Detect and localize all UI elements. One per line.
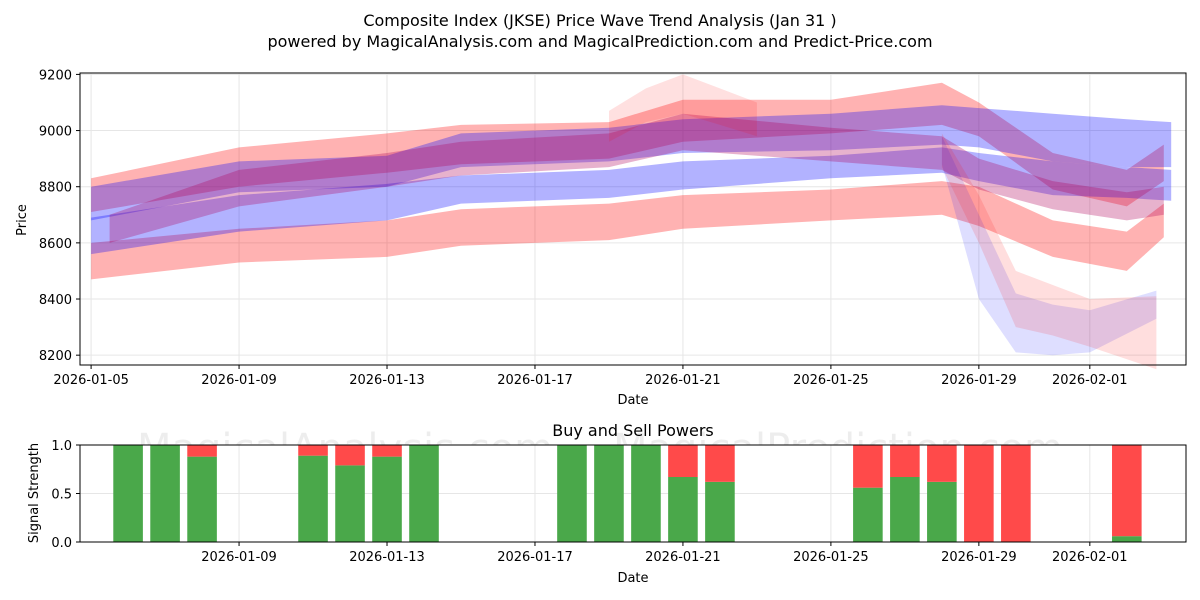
bar-x-tick-label: 2026-01-17 <box>497 550 573 565</box>
price-y-tick-label: 9000 <box>39 125 72 140</box>
price-band-magenta-core <box>109 113 1164 243</box>
price-band-blue-lower <box>91 147 1172 255</box>
bar-x-tick-label: 2026-01-21 <box>645 550 721 565</box>
bar-x-ticks: 2026-01-09 2026-01-13 2026-01-17 2026-01-21… <box>201 542 1128 565</box>
bar-y-tick-label: 1.0 <box>51 439 72 454</box>
bar-x-tick-label: 2026-02-01 <box>1052 550 1128 565</box>
buy-bar <box>1112 536 1142 542</box>
price-y-ticks: 8200 8400 8600 8800 9000 9200 <box>39 68 80 364</box>
price-y-tick-label: 8400 <box>39 293 72 308</box>
sell-bar <box>298 445 328 456</box>
price-band-red-crash <box>941 133 1157 370</box>
bar-y-tick-label: 0.5 <box>51 488 72 503</box>
buy-bar <box>890 477 920 542</box>
buy-bar <box>372 456 402 542</box>
chart-title: Composite Index (JKSE) Price Wave Trend … <box>363 11 836 30</box>
price-y-label: Price <box>15 204 30 236</box>
price-x-tick-label: 2026-01-29 <box>941 373 1017 388</box>
price-grid <box>80 73 1186 365</box>
price-plot-area <box>80 73 1186 365</box>
sell-bar <box>853 445 883 488</box>
price-x-tick-label: 2026-02-01 <box>1052 373 1128 388</box>
price-x-ticks: 2026-01-05 2026-01-09 2026-01-13 2026-01-17… <box>53 365 1128 388</box>
price-x-label: Date <box>617 393 648 408</box>
sell-bar <box>668 445 698 478</box>
price-y-tick-label: 8600 <box>39 237 72 252</box>
buy-bar <box>557 445 587 542</box>
chart-subtitle: powered by MagicalAnalysis.com and Magic… <box>267 32 932 51</box>
bar-x-tick-label: 2026-01-25 <box>793 550 869 565</box>
price-x-tick-label: 2026-01-13 <box>349 373 425 388</box>
price-series <box>91 74 1172 370</box>
bar-series <box>113 445 1142 542</box>
buy-bar <box>668 477 698 542</box>
price-y-tick-label: 9200 <box>39 68 72 83</box>
bar-x-tick-label: 2026-01-09 <box>201 550 277 565</box>
bar-y-label: Signal Strength <box>27 443 42 543</box>
buy-bar <box>853 487 883 542</box>
buy-bar <box>705 481 735 542</box>
sell-bar <box>335 445 365 466</box>
buy-bar <box>187 456 217 542</box>
price-band-red-spike <box>609 74 757 142</box>
buy-bar <box>113 445 143 542</box>
price-x-tick-label: 2026-01-09 <box>201 373 277 388</box>
sell-bar <box>890 445 920 478</box>
bar-x-tick-label: 2026-01-29 <box>941 550 1017 565</box>
buy-bar <box>150 445 180 542</box>
buy-bar <box>298 455 328 542</box>
price-band-red-upper <box>91 82 1164 212</box>
bar-x-tick-label: 2026-01-13 <box>349 550 425 565</box>
price-plot-frame <box>79 72 1187 366</box>
sell-bar <box>927 445 957 482</box>
bar-y-ticks: 0.0 0.5 1.0 <box>51 439 80 551</box>
sell-bar <box>1001 445 1031 542</box>
price-band-red-lower <box>91 181 1164 280</box>
buy-bar <box>594 445 624 542</box>
price-y-tick-label: 8200 <box>39 349 72 364</box>
price-band-blue-upper <box>91 105 1172 221</box>
price-y-tick-label: 8800 <box>39 181 72 196</box>
sell-bar <box>187 445 217 457</box>
price-x-tick-label: 2026-01-05 <box>53 373 129 388</box>
buy-bar <box>335 465 365 542</box>
buy-bar <box>631 445 661 542</box>
bar-y-tick-label: 0.0 <box>51 536 72 551</box>
price-x-tick-label: 2026-01-25 <box>793 373 869 388</box>
price-x-tick-label: 2026-01-21 <box>645 373 721 388</box>
buy-bar <box>409 445 439 542</box>
sell-bar <box>1112 445 1142 537</box>
bar-x-label: Date <box>617 571 648 586</box>
sell-bar <box>705 445 735 482</box>
price-x-tick-label: 2026-01-17 <box>497 373 573 388</box>
buy-bar <box>927 481 957 542</box>
bar-chart-title: Buy and Sell Powers <box>552 421 714 440</box>
sell-bar <box>372 445 402 457</box>
price-band-blue-crash <box>941 136 1157 356</box>
sell-bar <box>964 445 994 542</box>
